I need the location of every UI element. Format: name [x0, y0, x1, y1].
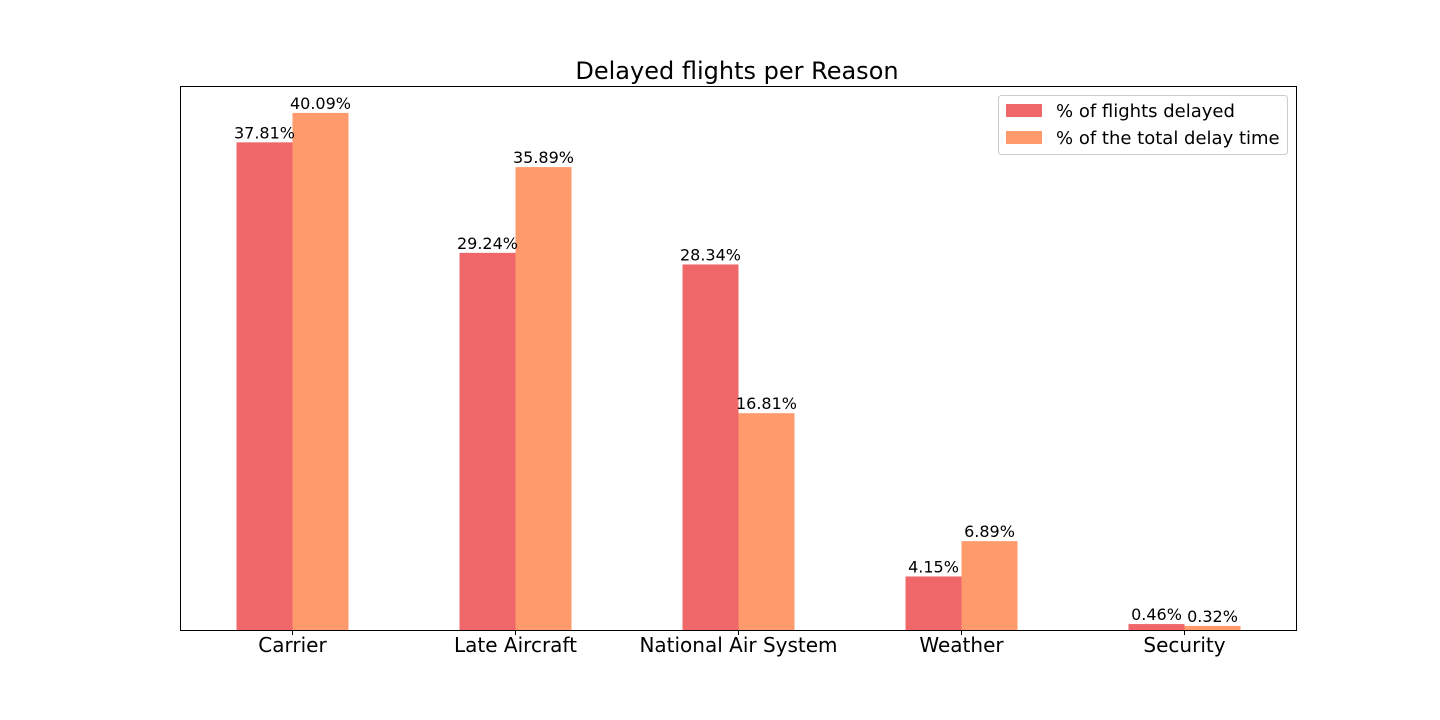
- x-tick-label-security: Security: [1143, 633, 1225, 657]
- x-axis: Carrier Late Aircraft National Air System W…: [258, 630, 1226, 657]
- data-label-carrier-flights-delayed: 37.81%: [234, 123, 295, 142]
- data-label-national-air-system-total-delay-time: 16.81%: [736, 394, 797, 413]
- legend-swatch-total-delay-time: [1006, 131, 1042, 144]
- legend: % of flights delayed % of the total dela…: [998, 95, 1288, 155]
- bar-late-aircraft-flights-delayed: [459, 252, 516, 630]
- x-tick-label-late-aircraft: Late Aircraft: [454, 633, 577, 657]
- data-labels-layer: 37.81% 40.09% 29.24% 35.89% 28.34% 16.81% 4.15…: [234, 94, 1238, 626]
- legend-frame: [998, 95, 1288, 155]
- data-label-security-flights-delayed: 0.46%: [1131, 605, 1182, 624]
- x-tick-label-carrier: Carrier: [258, 633, 327, 657]
- bar-late-aircraft-total-delay-time: [515, 167, 572, 631]
- bar-weather-flights-delayed: [905, 576, 962, 630]
- legend-swatch-flights-delayed: [1006, 104, 1042, 117]
- data-label-late-aircraft-flights-delayed: 29.24%: [457, 234, 518, 253]
- bar-security-flights-delayed: [1128, 624, 1185, 630]
- chart-title: Delayed flights per Reason: [575, 57, 898, 85]
- bar-national-air-system-total-delay-time: [738, 413, 795, 630]
- bar-security-total-delay-time: [1184, 625, 1241, 630]
- x-tick-label-weather: Weather: [919, 633, 1004, 657]
- bar-carrier-flights-delayed: [236, 142, 293, 630]
- bar-carrier-total-delay-time: [292, 112, 349, 631]
- data-label-security-total-delay-time: 0.32%: [1187, 607, 1238, 626]
- data-label-carrier-total-delay-time: 40.09%: [290, 94, 351, 113]
- data-label-national-air-system-flights-delayed: 28.34%: [680, 245, 741, 264]
- bar-national-air-system-flights-delayed: [682, 264, 739, 630]
- x-tick-label-national-air-system: National Air System: [639, 633, 837, 657]
- data-label-weather-total-delay-time: 6.89%: [964, 522, 1015, 541]
- data-label-late-aircraft-total-delay-time: 35.89%: [513, 148, 574, 167]
- bars-layer: [236, 112, 1241, 631]
- bar-weather-total-delay-time: [961, 541, 1018, 630]
- legend-label-total-delay-time: % of the total delay time: [1056, 128, 1280, 149]
- legend-label-flights-delayed: % of flights delayed: [1056, 101, 1235, 122]
- data-label-weather-flights-delayed: 4.15%: [908, 557, 959, 576]
